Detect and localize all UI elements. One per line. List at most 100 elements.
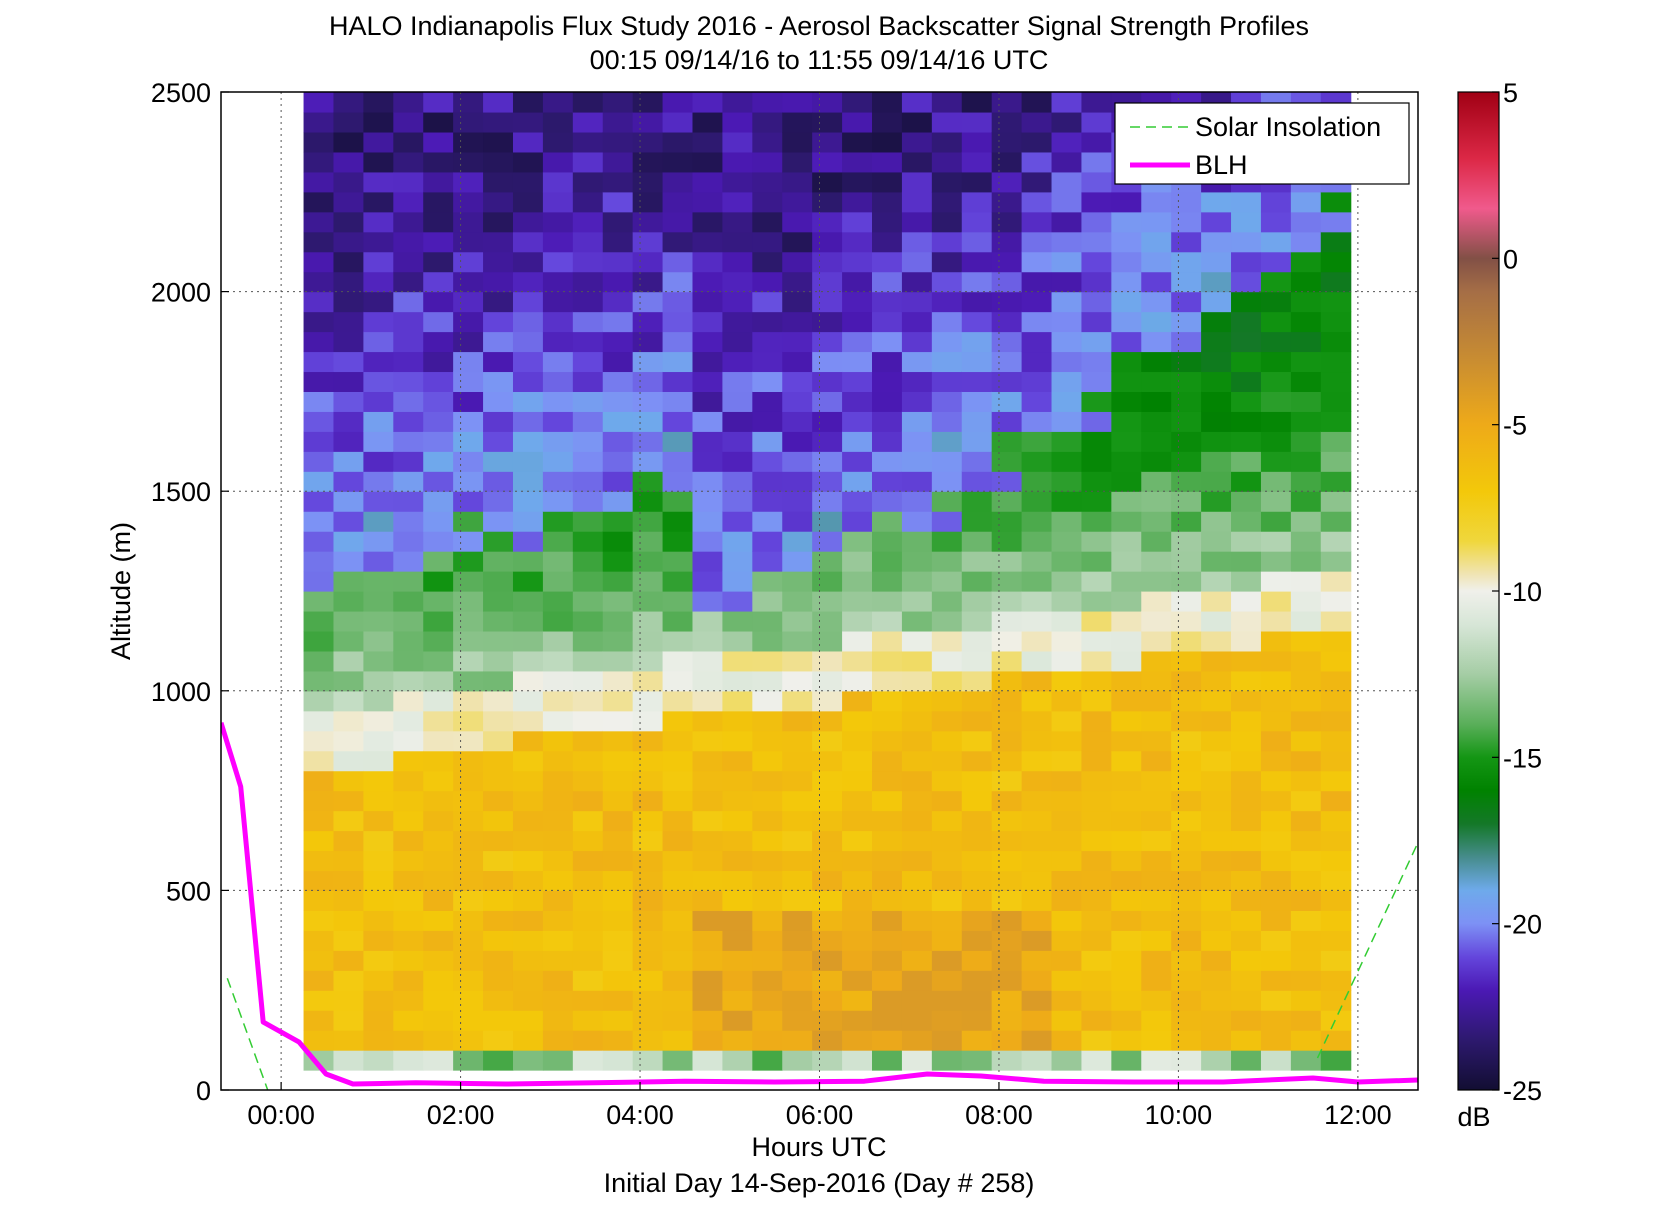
heatmap-cell bbox=[1141, 411, 1172, 432]
heatmap-cell bbox=[662, 311, 694, 333]
heatmap-cell bbox=[991, 151, 1023, 173]
heatmap-cell bbox=[393, 331, 424, 353]
heatmap-cell bbox=[602, 191, 634, 213]
heatmap-cell bbox=[752, 890, 783, 911]
heatmap-cell bbox=[363, 591, 394, 612]
heatmap-cell bbox=[542, 730, 574, 752]
heatmap-cell bbox=[1111, 650, 1142, 672]
heatmap-cell bbox=[632, 571, 664, 592]
heatmap-cell bbox=[363, 1050, 394, 1071]
heatmap-cell bbox=[1290, 830, 1322, 852]
heatmap-cell bbox=[782, 890, 813, 911]
heatmap-cell bbox=[423, 990, 454, 1011]
heatmap-cell bbox=[931, 311, 963, 333]
heatmap-cell bbox=[1141, 551, 1172, 572]
colorbar-unit-label: dB bbox=[1457, 1102, 1490, 1132]
heatmap-cell bbox=[662, 1050, 694, 1071]
heatmap-cell bbox=[453, 610, 484, 632]
heatmap-cell bbox=[662, 431, 694, 452]
heatmap-cell bbox=[1021, 211, 1053, 233]
heatmap-cell bbox=[1201, 1050, 1232, 1071]
heatmap-cell bbox=[483, 790, 514, 812]
heatmap-cell bbox=[1111, 391, 1142, 412]
heatmap-cell bbox=[632, 371, 664, 392]
heatmap-cell bbox=[662, 191, 694, 213]
heatmap-cell bbox=[393, 670, 424, 692]
heatmap-cell bbox=[872, 910, 903, 931]
heatmap-cell bbox=[542, 231, 574, 253]
heatmap-cell bbox=[542, 970, 574, 991]
heatmap-cell bbox=[842, 810, 873, 832]
heatmap-cell bbox=[842, 870, 873, 891]
heatmap-cell bbox=[991, 511, 1023, 532]
heatmap-cell bbox=[512, 610, 544, 632]
heatmap-cell bbox=[782, 810, 813, 832]
heatmap-cell bbox=[991, 331, 1023, 353]
heatmap-cell bbox=[333, 710, 364, 732]
heatmap-cell bbox=[991, 191, 1023, 213]
heatmap-cell bbox=[512, 770, 544, 792]
heatmap-cell bbox=[363, 271, 394, 293]
heatmap-cell bbox=[632, 92, 664, 113]
heatmap-cell bbox=[991, 171, 1023, 193]
heatmap-cell bbox=[602, 491, 634, 512]
heatmap-cell bbox=[692, 730, 724, 752]
heatmap-cell bbox=[483, 551, 514, 572]
heatmap-cell bbox=[1141, 1050, 1172, 1071]
heatmap-cell bbox=[1051, 291, 1083, 313]
heatmap-cell bbox=[931, 650, 963, 672]
heatmap-cell bbox=[453, 511, 484, 532]
heatmap-cell bbox=[842, 131, 873, 153]
heatmap-cell bbox=[692, 870, 724, 891]
heatmap-cell bbox=[1081, 491, 1112, 512]
heatmap-cell bbox=[423, 331, 454, 353]
heatmap-cell bbox=[602, 810, 634, 832]
heatmap-cell bbox=[1141, 850, 1172, 872]
heatmap-cell bbox=[1290, 990, 1322, 1011]
heatmap-cell bbox=[632, 491, 664, 512]
heatmap-cell bbox=[1231, 810, 1262, 832]
heatmap-cell bbox=[453, 750, 484, 772]
heatmap-cell bbox=[1021, 810, 1053, 832]
heatmap-cell bbox=[363, 191, 394, 213]
heatmap-cell bbox=[333, 431, 364, 452]
heatmap-cell bbox=[931, 870, 963, 891]
heatmap-cell bbox=[842, 291, 873, 313]
heatmap-cell bbox=[303, 950, 335, 971]
heatmap-cell bbox=[1081, 1030, 1112, 1051]
heatmap-cell bbox=[512, 710, 544, 732]
heatmap-cell bbox=[842, 351, 873, 373]
heatmap-cell bbox=[1320, 371, 1352, 392]
heatmap-cell bbox=[1111, 610, 1142, 632]
heatmap-cell bbox=[1171, 750, 1202, 772]
heatmap-cell bbox=[333, 890, 364, 911]
heatmap-cell bbox=[872, 131, 903, 153]
heatmap-cell bbox=[692, 211, 724, 233]
heatmap-cell bbox=[901, 870, 933, 891]
heatmap-cell bbox=[1260, 990, 1292, 1011]
heatmap-cell bbox=[1231, 471, 1262, 492]
heatmap-cell bbox=[901, 111, 933, 133]
heatmap-cell bbox=[991, 451, 1023, 472]
heatmap-cell bbox=[842, 491, 873, 512]
heatmap-cell bbox=[722, 271, 753, 293]
chart-title-line2: 00:15 09/14/16 to 11:55 09/14/16 UTC bbox=[590, 45, 1049, 75]
heatmap-cell bbox=[1320, 930, 1352, 951]
heatmap-cell bbox=[931, 850, 963, 872]
heatmap-cell bbox=[1021, 531, 1053, 552]
heatmap-cell bbox=[1051, 451, 1083, 472]
heatmap-cell bbox=[1231, 571, 1262, 592]
heatmap-cell bbox=[483, 491, 514, 512]
heatmap-cell bbox=[572, 491, 604, 512]
heatmap-cell bbox=[453, 810, 484, 832]
heatmap-cell bbox=[1021, 970, 1053, 991]
heatmap-cell bbox=[991, 710, 1023, 732]
heatmap-cell bbox=[453, 471, 484, 492]
heatmap-cell bbox=[1021, 371, 1053, 392]
heatmap-cell bbox=[333, 1010, 364, 1031]
heatmap-cell bbox=[812, 1050, 843, 1071]
heatmap-cell bbox=[453, 291, 484, 313]
heatmap-cell bbox=[483, 171, 514, 193]
heatmap-cell bbox=[1320, 810, 1352, 832]
heatmap-cell bbox=[991, 531, 1023, 552]
